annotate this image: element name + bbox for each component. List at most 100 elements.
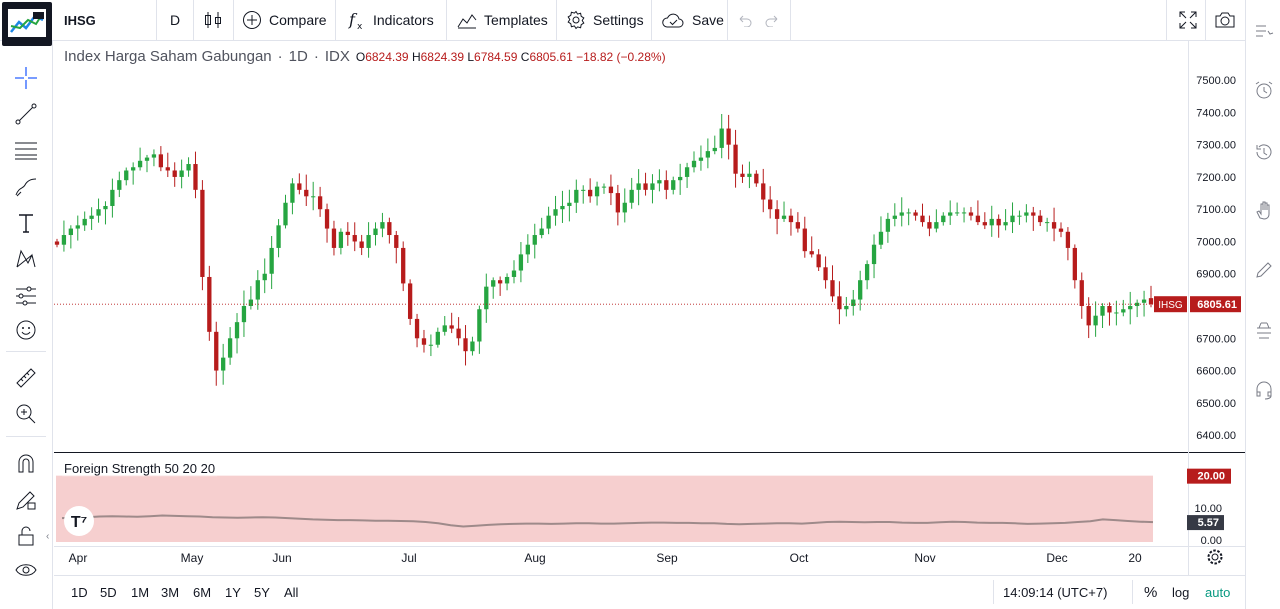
candle-body [1038, 215, 1043, 223]
period-1d[interactable]: 1D [71, 585, 88, 600]
chart-style-button[interactable] [204, 0, 222, 40]
price-tick-label: 7100.00 [1196, 204, 1236, 216]
auto-scale-toggle[interactable]: auto [1205, 585, 1231, 600]
brush-tool[interactable] [13, 174, 39, 200]
time-tick-label: 20 [1128, 551, 1142, 565]
help-button[interactable] [1254, 380, 1274, 400]
alerts-button[interactable] [1254, 80, 1274, 100]
candle-body [774, 209, 780, 219]
app-logo[interactable] [2, 2, 52, 46]
fullscreen-button[interactable] [1178, 0, 1198, 40]
price-tick-label: 6700.00 [1196, 333, 1236, 345]
candle-body [110, 189, 115, 206]
candle-body [241, 306, 247, 323]
percent-scale-toggle[interactable]: % [1144, 584, 1158, 601]
drawings-button[interactable] [1254, 260, 1274, 280]
period-5y[interactable]: 5Y [254, 585, 270, 600]
history-icon [1256, 144, 1272, 160]
candle-body [588, 189, 593, 197]
fib-tool[interactable] [13, 137, 39, 163]
collapse-toolbar-icon[interactable]: ‹ [46, 531, 50, 542]
candle-body [975, 215, 981, 223]
ideas-button[interactable] [1254, 200, 1274, 220]
period-1m[interactable]: 1M [131, 585, 150, 600]
candle-body [954, 212, 960, 214]
candle-body [477, 309, 482, 342]
candle-body [948, 212, 953, 216]
candle-body [366, 235, 371, 248]
period-6m[interactable]: 6M [193, 585, 212, 600]
candle-body [892, 215, 897, 219]
measure-tool[interactable] [13, 365, 39, 391]
zoom-tool[interactable] [13, 401, 39, 427]
log-scale-toggle[interactable]: log [1172, 585, 1190, 600]
period-3m[interactable]: 3M [161, 585, 180, 600]
period-1y[interactable]: 1Y [225, 585, 241, 600]
candle-body [684, 167, 690, 177]
visibility-tool[interactable] [13, 557, 39, 583]
candle-body [61, 235, 67, 245]
icon-tool[interactable] [13, 317, 39, 343]
candle-body [615, 193, 620, 213]
settings-button[interactable]: Settings [566, 0, 644, 40]
candle-body [269, 247, 274, 274]
gear-center [1211, 553, 1219, 561]
clock[interactable]: 14:09:14 (UTC+7) [1003, 585, 1108, 600]
magnet-tool[interactable] [13, 451, 39, 477]
interval-button[interactable]: D [170, 0, 180, 40]
lock-tool[interactable] [13, 523, 39, 549]
candle-body [352, 235, 357, 242]
watermark-text: T⁷ [71, 514, 87, 531]
crosshair-tool[interactable] [13, 65, 39, 91]
templates-button[interactable]: Templates [457, 0, 548, 40]
crosshair-icon [15, 67, 37, 89]
price-tick-label: 7200.00 [1196, 172, 1236, 184]
period-all[interactable]: All [284, 585, 299, 600]
data-window-button[interactable] [1254, 320, 1274, 340]
upper-level-tag-bg [1187, 468, 1231, 484]
pattern-tool[interactable] [13, 246, 39, 272]
trendline-tool[interactable] [13, 101, 39, 127]
period-5d[interactable]: 5D [100, 585, 117, 600]
candle-body [650, 183, 655, 190]
replay-button[interactable] [1254, 142, 1274, 162]
candle-body [525, 244, 530, 255]
snapshot-button[interactable] [1214, 0, 1236, 40]
save-button[interactable]: Save [661, 0, 724, 40]
redo-button[interactable] [764, 0, 780, 40]
symbol-search-button[interactable]: IHSG [64, 0, 96, 40]
headset-icon [1256, 381, 1272, 400]
watermark-bg [64, 506, 94, 536]
candle-body [1031, 212, 1036, 216]
undo-button[interactable] [737, 0, 753, 40]
candle-body [1121, 309, 1126, 313]
candle-body [844, 306, 849, 310]
candle-body [297, 183, 302, 190]
prediction-tool[interactable] [13, 283, 39, 309]
watchlist-button[interactable] [1254, 22, 1274, 42]
candle-body [1072, 247, 1077, 281]
upper-level-tag: 20.00 [1197, 471, 1225, 483]
candle-body [504, 276, 510, 284]
compare-button[interactable]: Compare [242, 0, 327, 40]
toolbar-divider [790, 0, 791, 40]
low-label: L [467, 50, 475, 64]
zoom-in-icon [16, 404, 36, 424]
candle-body [124, 170, 129, 181]
text-tool[interactable] [13, 210, 39, 236]
price-tick-label: 7500.00 [1196, 75, 1236, 87]
stay-drawing-tool[interactable] [13, 487, 39, 513]
legend-exchange: IDX [324, 48, 350, 65]
high-label: H [411, 50, 421, 64]
toolbar-divider [1166, 0, 1167, 40]
svg-text:x: x [357, 22, 363, 30]
indicator-legend[interactable]: Foreign Strength 50 20 20 [62, 460, 218, 477]
fullscreen-icon [1179, 11, 1197, 29]
candle-body [373, 228, 378, 236]
candle-body [331, 228, 337, 248]
high-value: 6824.39 [420, 50, 464, 64]
watchlist-icon [1256, 25, 1274, 37]
